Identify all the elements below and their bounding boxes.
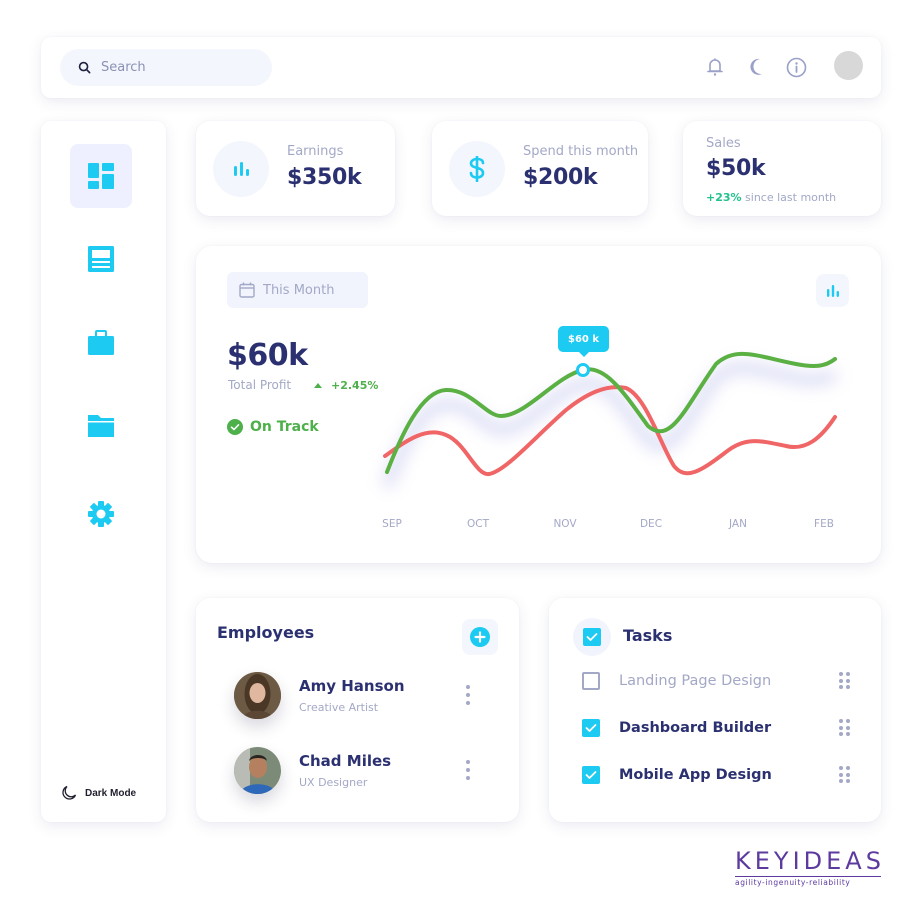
chart-type-button[interactable] — [816, 274, 849, 307]
drag-handle-icon[interactable] — [839, 766, 850, 783]
task-item: Landing Page Design — [582, 669, 857, 693]
logo-divider — [735, 876, 881, 877]
total-profit-value: $60k — [227, 338, 308, 373]
dark-mode-label: Dark Mode — [85, 787, 137, 799]
add-employee-button[interactable] — [462, 619, 498, 655]
gear-icon — [88, 501, 114, 527]
avatar — [234, 672, 281, 719]
tasks-header-icon — [573, 618, 611, 656]
total-profit-label: Total Profit — [228, 378, 292, 392]
sidebar-item-reports[interactable] — [70, 227, 132, 291]
series-red — [383, 385, 837, 476]
employees-title: Employees — [217, 623, 315, 642]
dashboard-icon — [88, 163, 114, 189]
employee-role: UX Designer — [299, 776, 368, 789]
task-label: Dashboard Builder — [619, 720, 772, 736]
change-percent: +23% — [706, 191, 742, 204]
employee-name: Chad Miles — [299, 752, 392, 770]
sidebar-item-dashboard[interactable] — [70, 144, 132, 208]
check-circle-icon — [227, 419, 243, 435]
bar-chart-icon — [213, 141, 269, 197]
plus-circle-icon — [470, 627, 490, 647]
change-suffix: since last month — [745, 191, 837, 204]
employees-card: Employees Amy Hanson Creative Artist Cha… — [196, 598, 519, 822]
drag-handle-icon[interactable] — [839, 672, 850, 689]
period-label: This Month — [263, 282, 335, 298]
moon-outline-icon — [62, 785, 77, 800]
x-axis-label: NOV — [553, 518, 577, 530]
period-selector[interactable]: This Month — [227, 272, 368, 308]
employee-role: Creative Artist — [299, 701, 379, 714]
status-text: On Track — [250, 419, 319, 435]
status-badge: On Track — [227, 419, 319, 435]
stat-card-sales: Sales $50k +23% since last month — [683, 121, 881, 216]
bell-icon[interactable] — [703, 55, 727, 79]
user-avatar[interactable] — [834, 51, 863, 80]
task-label: Mobile App Design — [619, 767, 772, 783]
top-bar — [41, 37, 881, 98]
search-input[interactable] — [101, 60, 251, 75]
task-item: Mobile App Design — [582, 763, 857, 787]
stat-label: Sales — [706, 136, 741, 151]
employee-row[interactable]: Chad Miles UX Designer — [234, 747, 494, 797]
more-options-icon[interactable] — [462, 685, 474, 705]
drag-handle-icon[interactable] — [839, 719, 850, 736]
profit-change: +2.45% — [314, 379, 378, 392]
profit-change-value: +2.45% — [331, 379, 379, 392]
line-chart — [382, 351, 839, 488]
stat-label: Earnings — [287, 144, 344, 159]
tasks-title: Tasks — [623, 626, 673, 645]
briefcase-icon — [88, 330, 114, 355]
sidebar-item-files[interactable] — [70, 394, 132, 458]
bar-chart-icon — [826, 284, 839, 297]
highlight-point — [576, 363, 590, 377]
dark-mode-toggle[interactable]: Dark Mode — [61, 785, 136, 801]
sidebar-item-settings[interactable] — [70, 482, 132, 546]
stat-value: $200k — [523, 165, 598, 190]
stat-card-earnings: Earnings $350k — [196, 121, 395, 216]
task-item: Dashboard Builder — [582, 716, 857, 740]
employee-name: Amy Hanson — [299, 677, 405, 695]
search-icon — [78, 61, 91, 74]
x-axis-label: DEC — [639, 518, 663, 530]
stat-value: $350k — [287, 165, 362, 190]
sidebar: Dark Mode — [41, 121, 166, 822]
tasks-card: Tasks Landing Page Design Dashboard Buil… — [549, 598, 881, 822]
avatar — [234, 747, 281, 794]
stat-change: +23% since last month — [706, 191, 836, 204]
chart-tooltip: $60 k — [558, 326, 609, 357]
more-options-icon[interactable] — [462, 760, 474, 780]
list-icon — [88, 246, 114, 272]
stat-card-spend: Spend this month $200k — [432, 121, 648, 216]
task-checkbox[interactable] — [582, 672, 600, 690]
employee-row[interactable]: Amy Hanson Creative Artist — [234, 672, 494, 722]
moon-icon[interactable] — [744, 55, 768, 79]
check-square-icon — [583, 628, 601, 646]
task-checkbox[interactable] — [582, 766, 600, 784]
x-axis-label: OCT — [466, 518, 490, 530]
info-icon[interactable] — [784, 55, 808, 79]
series-green — [385, 351, 837, 474]
brand-logo: KEYIDEAS agility-ingenuity-reliability — [735, 847, 885, 887]
stat-label: Spend this month — [523, 144, 639, 159]
x-axis-label: JAN — [729, 518, 747, 530]
x-axis-label: FEB — [814, 518, 834, 530]
x-axis-label: SEP — [382, 518, 402, 530]
profit-chart-card: This Month $60k Total Profit +2.45% On T… — [196, 246, 881, 563]
stat-value: $50k — [706, 156, 766, 181]
task-checkbox[interactable] — [582, 719, 600, 737]
brand-name: KEYIDEAS — [735, 847, 885, 875]
folder-icon — [88, 415, 114, 437]
calendar-icon — [239, 282, 255, 298]
sidebar-item-portfolio[interactable] — [70, 311, 132, 375]
arrow-up-icon — [314, 383, 322, 388]
dollar-icon — [449, 141, 505, 197]
task-label: Landing Page Design — [619, 673, 772, 689]
brand-tagline: agility-ingenuity-reliability — [735, 878, 851, 887]
search-box[interactable] — [60, 49, 272, 86]
